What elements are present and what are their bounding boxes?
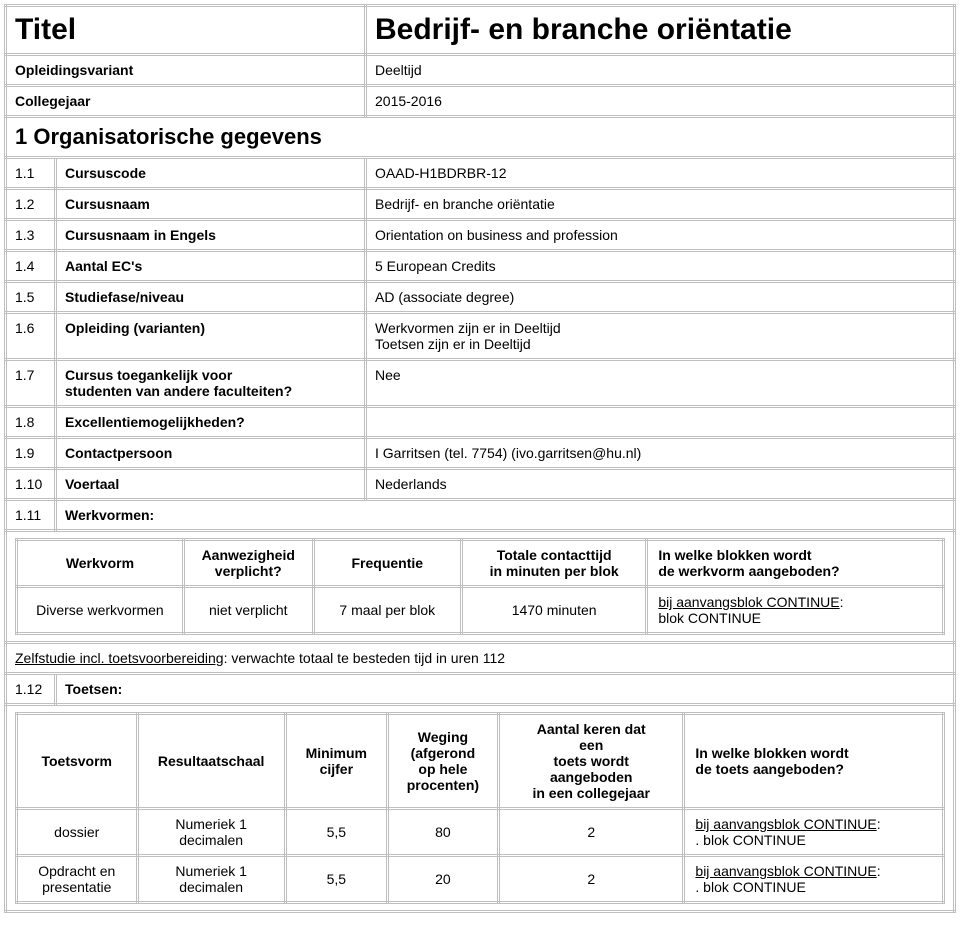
titel-label: Titel <box>6 6 366 55</box>
course-info-table: Titel Bedrijf- en branche oriëntatie Opl… <box>4 4 956 913</box>
row-value: Bedrijf- en branche oriëntatie <box>366 189 955 220</box>
row-value: Nee <box>366 360 955 407</box>
row-label: Cursus toegankelijk voor studenten van a… <box>56 360 366 407</box>
row-value: Werkvormen zijn er in Deeltijd Toetsen z… <box>366 313 955 360</box>
row-num: 1.12 <box>6 674 56 705</box>
toetsen-row: dossier Numeriek 1 decimalen 5,5 80 2 bi… <box>17 809 944 856</box>
toets-cell: 5,5 <box>285 809 387 856</box>
opleidingsvariant-label: Opleidingsvariant <box>6 55 366 86</box>
row-num: 1.9 <box>6 438 56 469</box>
werkvorm-cell: bij aanvangsblok CONTINUE: blok CONTINUE <box>647 587 944 634</box>
row-label: Toetsen: <box>56 674 955 705</box>
row-value: Orientation on business and profession <box>366 220 955 251</box>
titel-value: Bedrijf- en branche oriëntatie <box>366 6 955 55</box>
row-label: Werkvormen: <box>56 500 955 531</box>
row-value: AD (associate degree) <box>366 282 955 313</box>
row-label-line: Cursus toegankelijk voor <box>65 367 232 383</box>
toets-cell: 80 <box>387 809 498 856</box>
row-num: 1.8 <box>6 407 56 438</box>
toets-cell: dossier <box>17 809 138 856</box>
toets-cell: bij aanvangsblok CONTINUE: . blok CONTIN… <box>684 856 944 903</box>
row-label: Contactpersoon <box>56 438 366 469</box>
row-label: Cursuscode <box>56 158 366 189</box>
collegejaar-label: Collegejaar <box>6 86 366 117</box>
row-num: 1.6 <box>6 313 56 360</box>
row-num: 1.7 <box>6 360 56 407</box>
row-value: I Garritsen (tel. 7754) (ivo.garritsen@h… <box>366 438 955 469</box>
toetsen-header: In welke blokken wordt de toets aangebod… <box>684 714 944 809</box>
toets-cell: Numeriek 1 decimalen <box>137 809 285 856</box>
werkvormen-header: Frequentie <box>313 540 461 587</box>
toetsen-header: Weging (afgerond op hele procenten) <box>387 714 498 809</box>
row-num: 1.11 <box>6 500 56 531</box>
toets-cell: Numeriek 1 decimalen <box>137 856 285 903</box>
werkvorm-cell: niet verplicht <box>183 587 313 634</box>
row-label-line: studenten van andere faculteiten? <box>65 383 292 399</box>
toets-cell: 2 <box>499 856 684 903</box>
werkvormen-header: Werkvorm <box>17 540 184 587</box>
toetsen-header: Resultaatschaal <box>137 714 285 809</box>
werkvormen-table: Werkvorm Aanwezigheid verplicht? Frequen… <box>15 538 945 635</box>
toets-cell: 5,5 <box>285 856 387 903</box>
row-value <box>366 407 955 438</box>
collegejaar-value: 2015-2016 <box>366 86 955 117</box>
section-1-heading: 1 Organisatorische gegevens <box>6 117 955 158</box>
row-label: Excellentiemogelijkheden? <box>56 407 366 438</box>
zelfstudie-label: Zelfstudie incl. toetsvoorbereiding <box>15 650 224 666</box>
row-label: Aantal EC's <box>56 251 366 282</box>
toets-cell: Opdracht en presentatie <box>17 856 138 903</box>
row-label: Cursusnaam <box>56 189 366 220</box>
row-num: 1.5 <box>6 282 56 313</box>
toetsen-header: Aantal keren dat een toets wordt aangebo… <box>499 714 684 809</box>
row-num: 1.1 <box>6 158 56 189</box>
row-label: Studiefase/niveau <box>56 282 366 313</box>
werkvormen-header: Totale contacttijd in minuten per blok <box>461 540 646 587</box>
row-num: 1.4 <box>6 251 56 282</box>
toetsen-table: Toetsvorm Resultaatschaal Minimum cijfer… <box>15 712 945 904</box>
werkvormen-header: In welke blokken wordt de werkvorm aange… <box>647 540 944 587</box>
row-label: Voertaal <box>56 469 366 500</box>
row-label: Cursusnaam in Engels <box>56 220 366 251</box>
werkvormen-header: Aanwezigheid verplicht? <box>183 540 313 587</box>
toets-cell: 2 <box>499 809 684 856</box>
opleidingsvariant-value: Deeltijd <box>366 55 955 86</box>
toetsen-header: Minimum cijfer <box>285 714 387 809</box>
row-value: 5 European Credits <box>366 251 955 282</box>
row-num: 1.10 <box>6 469 56 500</box>
toetsen-row: Opdracht en presentatie Numeriek 1 decim… <box>17 856 944 903</box>
toets-cell: 20 <box>387 856 498 903</box>
row-value-line: Toetsen zijn er in Deeltijd <box>375 336 531 352</box>
werkvormen-row: Diverse werkvormen niet verplicht 7 maal… <box>17 587 944 634</box>
row-value: OAAD-H1BDRBR-12 <box>366 158 955 189</box>
toets-cell: bij aanvangsblok CONTINUE: . blok CONTIN… <box>684 809 944 856</box>
toetsen-header: Toetsvorm <box>17 714 138 809</box>
werkvorm-cell: 7 maal per blok <box>313 587 461 634</box>
row-value-line: Werkvormen zijn er in Deeltijd <box>375 320 561 336</box>
row-num: 1.2 <box>6 189 56 220</box>
row-label: Opleiding (varianten) <box>56 313 366 360</box>
werkvorm-cell: 1470 minuten <box>461 587 646 634</box>
row-value: Nederlands <box>366 469 955 500</box>
row-num: 1.3 <box>6 220 56 251</box>
zelfstudie-note: Zelfstudie incl. toetsvoorbereiding: ver… <box>6 643 955 674</box>
werkvorm-cell: Diverse werkvormen <box>17 587 184 634</box>
zelfstudie-rest: : verwachte totaal te besteden tijd in u… <box>224 650 505 666</box>
